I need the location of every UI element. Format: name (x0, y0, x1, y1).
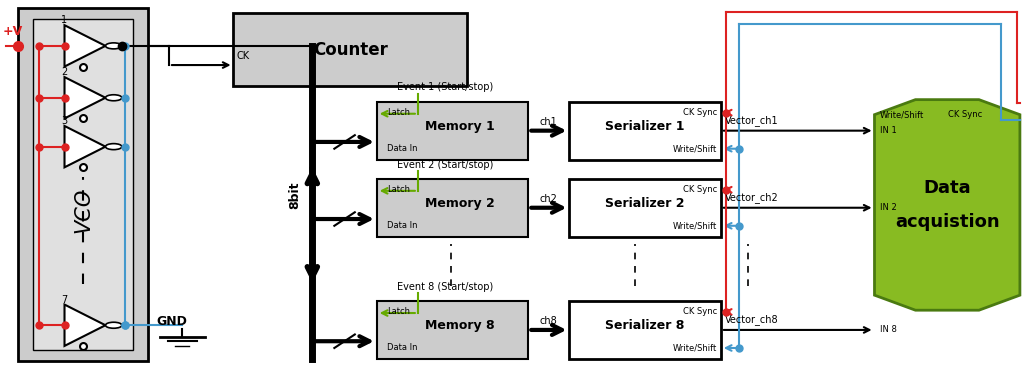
Text: Serializer 8: Serializer 8 (605, 319, 685, 332)
Circle shape (105, 43, 122, 49)
Text: Data In: Data In (387, 344, 418, 352)
Polygon shape (65, 305, 105, 346)
Text: Write/Shift: Write/Shift (880, 110, 924, 119)
Text: 7: 7 (61, 294, 68, 305)
Bar (569, 179, 721, 237)
Polygon shape (65, 77, 105, 118)
Text: +V: +V (3, 25, 24, 38)
Text: Counter: Counter (312, 41, 388, 59)
Bar (569, 301, 721, 359)
Text: 3: 3 (61, 116, 68, 126)
Bar (33, 19, 133, 350)
Text: CK Sync: CK Sync (683, 308, 717, 316)
Circle shape (105, 95, 122, 101)
Text: ch8: ch8 (540, 316, 558, 326)
Text: CK Sync: CK Sync (683, 185, 717, 194)
Text: Latch: Latch (387, 185, 410, 194)
Text: 1: 1 (61, 15, 68, 25)
Text: Latch: Latch (387, 108, 410, 117)
Bar (377, 301, 528, 359)
Bar (377, 179, 528, 237)
Bar (377, 102, 528, 160)
Text: Latch: Latch (387, 308, 410, 316)
Text: IN 1: IN 1 (880, 126, 896, 135)
Text: CK Sync: CK Sync (683, 108, 717, 117)
Text: Write/Shift: Write/Shift (673, 221, 717, 230)
Text: ch2: ch2 (540, 194, 558, 204)
Text: acquistion: acquistion (895, 213, 999, 231)
Bar (18, 8, 148, 361)
Bar (233, 13, 467, 86)
Text: Data In: Data In (387, 144, 418, 153)
Text: GND: GND (157, 315, 187, 328)
Polygon shape (874, 100, 1020, 310)
Text: Write/Shift: Write/Shift (673, 144, 717, 153)
Text: Event 2 (Start/stop): Event 2 (Start/stop) (397, 159, 494, 170)
Bar (569, 102, 721, 160)
Text: CK: CK (237, 51, 250, 61)
Text: 8bit: 8bit (289, 182, 301, 209)
Text: 2: 2 (61, 67, 68, 77)
Text: Write/Shift: Write/Shift (673, 344, 717, 352)
Text: Event 8 (Start/stop): Event 8 (Start/stop) (397, 282, 494, 292)
Text: Vector_ch2: Vector_ch2 (725, 192, 778, 203)
Text: Serializer 1: Serializer 1 (605, 120, 685, 133)
Circle shape (105, 144, 122, 150)
Text: VCO: VCO (73, 188, 93, 233)
Text: IN 8: IN 8 (880, 326, 896, 334)
Text: Serializer 2: Serializer 2 (605, 197, 685, 210)
Polygon shape (65, 25, 105, 67)
Text: ch1: ch1 (540, 117, 558, 127)
Circle shape (105, 322, 122, 328)
Text: Data: Data (924, 179, 971, 197)
Text: Event 1 (Start/stop): Event 1 (Start/stop) (397, 82, 494, 92)
Text: Memory 8: Memory 8 (425, 319, 495, 332)
Polygon shape (65, 126, 105, 167)
Text: IN 2: IN 2 (880, 203, 896, 212)
Text: Memory 2: Memory 2 (425, 197, 495, 210)
Text: CK Sync: CK Sync (948, 110, 982, 119)
Text: Data In: Data In (387, 221, 418, 230)
Text: Vector_ch8: Vector_ch8 (725, 314, 778, 325)
Text: Vector_ch1: Vector_ch1 (725, 115, 778, 126)
Text: Memory 1: Memory 1 (425, 120, 495, 133)
